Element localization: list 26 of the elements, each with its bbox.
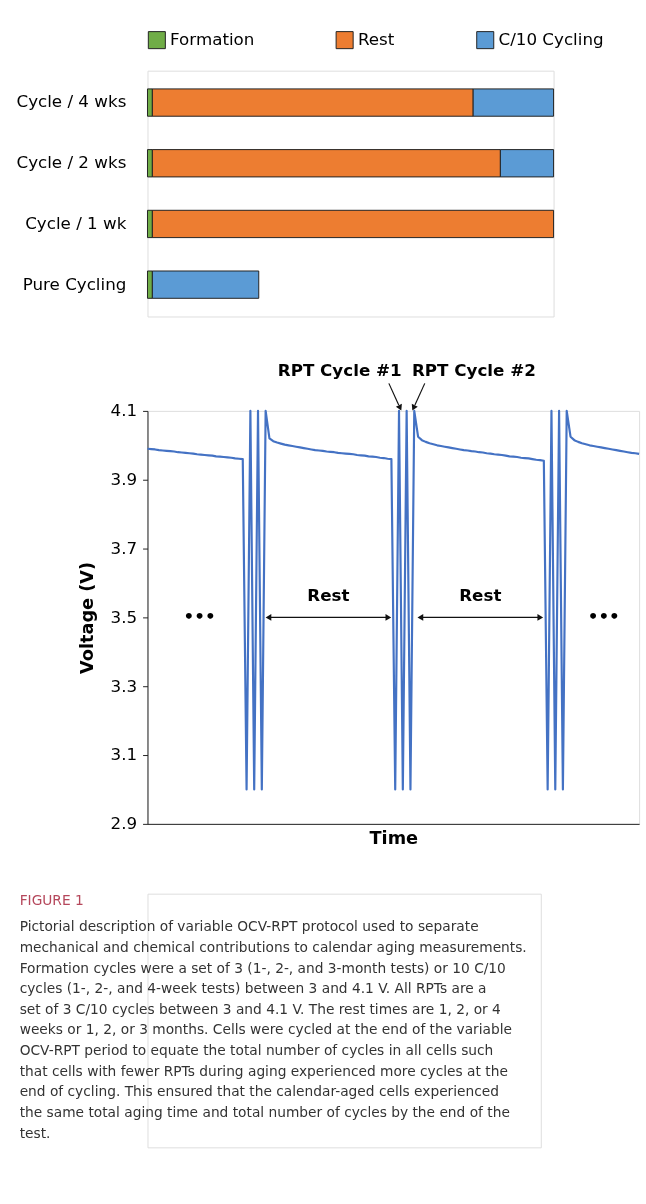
legend-label: Formation xyxy=(170,29,255,50)
annotation: ••• xyxy=(183,606,216,627)
text: Pictorial description of variable OCV-RPT protocol used to separate mechanical and chemical contributions to calendar aging measurements. Formation cycles were a set of 3 (1-, 2-, and 3-month tests) or 10 C/10 cycles (1-, 2-, and 4-week tests) between 3 and 4.1 V. All RPTs are a set of 3 C/10 cycles between 3 and 4.1 V. The rest times are 1, 2, or 4 weeks or 1, 2, or 3 months. Cells were cycled at the end of the variable OCV-RPT period to equate the total number of cycles in all cells such that cells with fewer RPTs during aging experienced more cycles at the end of cycling. This ensured that the calendar-aged cells experienced the same total aging time and total number of cycles by the end of the test. xyxy=(19,918,527,1141)
caption: FIGURE 1 xyxy=(19,891,84,908)
y-tick-label: Cycle / 1 wk xyxy=(25,212,127,233)
y-tick-label: 2.9 xyxy=(110,813,138,834)
y-tick-label: 3.3 xyxy=(110,675,138,696)
text: RPT Cycle #2 xyxy=(412,360,536,381)
annotation: ••• xyxy=(587,606,620,627)
annotation: Rest xyxy=(459,584,502,605)
y-tick-label: Cycle / 2 wks xyxy=(16,152,127,173)
y-tick-label: 3.7 xyxy=(110,537,138,558)
text: RPT Cycle #1 xyxy=(277,360,402,381)
bar xyxy=(151,209,555,239)
legend-label: C/10 Cycling xyxy=(498,29,604,50)
x-axis-title: Time xyxy=(369,828,419,849)
annotation: Rest xyxy=(307,584,350,605)
y-axis-title: Voltage (V) xyxy=(76,561,97,674)
legend-label: Rest xyxy=(357,29,395,50)
y-tick-label: 3.9 xyxy=(110,469,138,490)
y-tick-label: Pure Cycling xyxy=(22,273,127,294)
bar xyxy=(151,270,260,299)
y-tick-label: Cycle / 4 wks xyxy=(16,91,127,112)
y-tick-label: 3.1 xyxy=(110,744,138,765)
y-tick-label: 3.5 xyxy=(110,606,138,627)
y-tick-label: 4.1 xyxy=(110,400,138,421)
